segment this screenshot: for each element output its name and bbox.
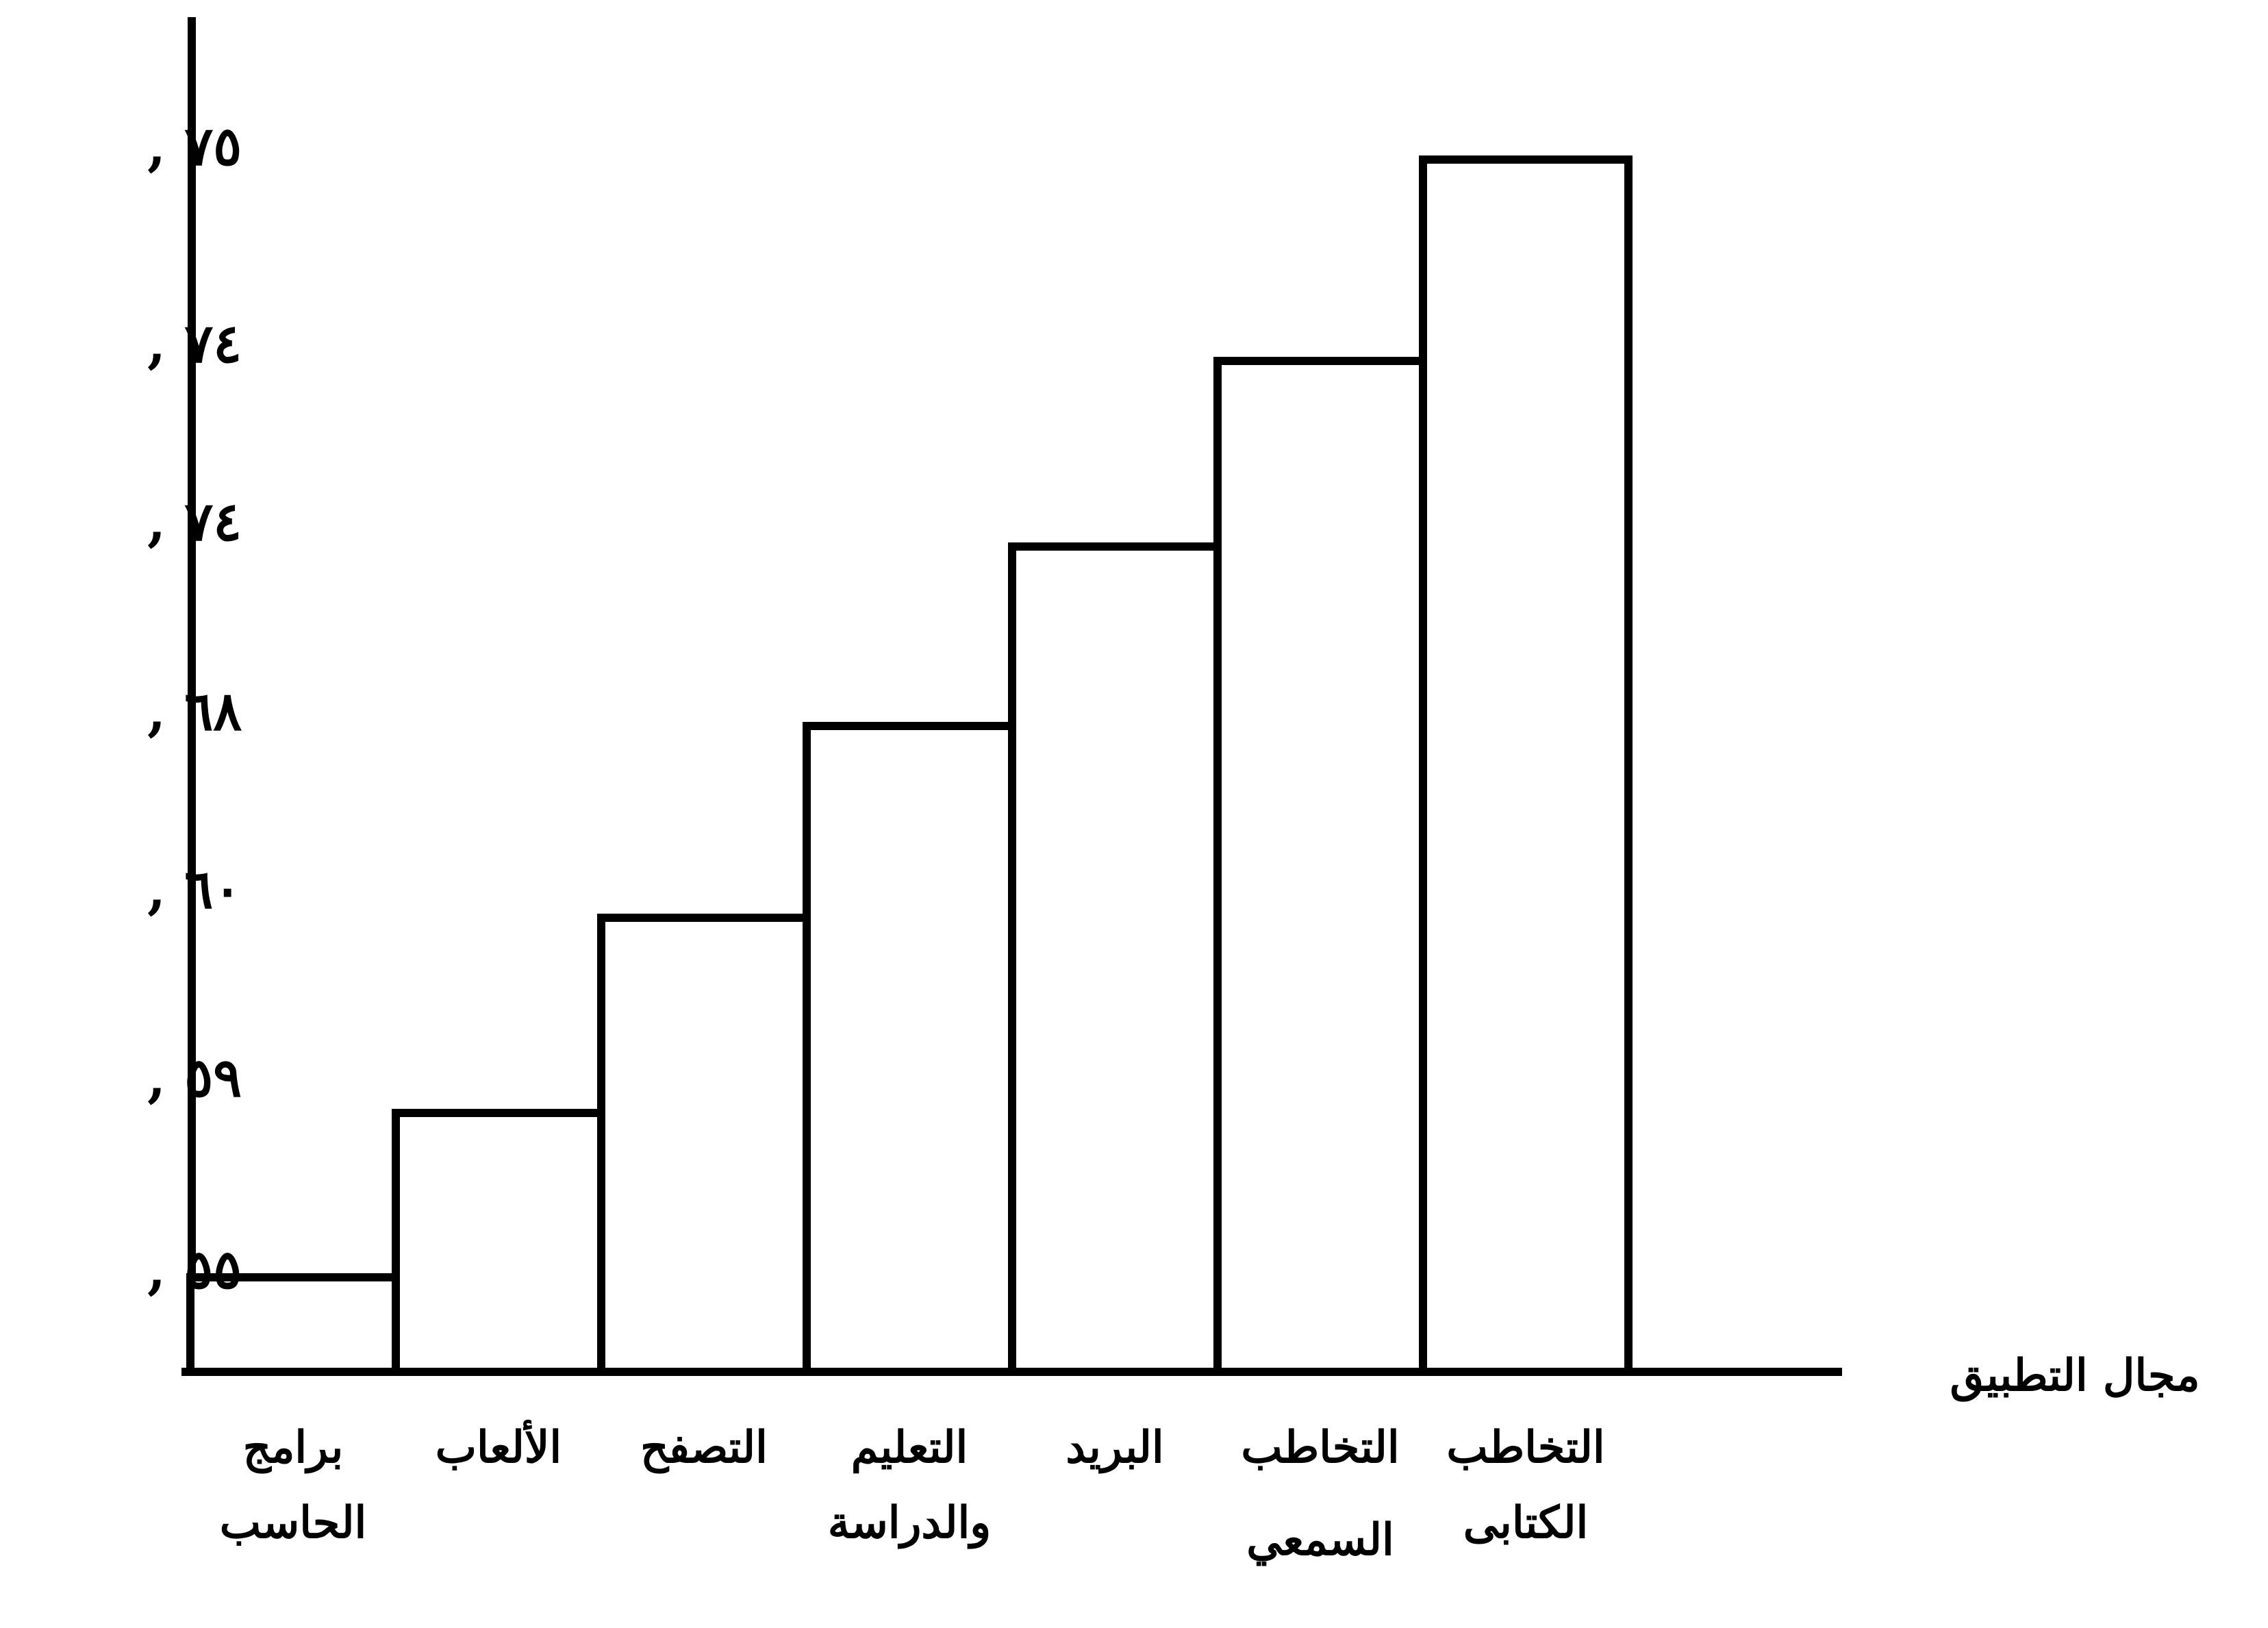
bar-6 [1213,357,1427,1376]
x-category-labels: برامج الحاسب الألعاب التصفح التعليم والدراسة ا… [220,1420,1605,1566]
bar-5 [1008,542,1222,1376]
x-category-label: التعليم [851,1422,968,1474]
y-tick-label: ٧٥ , [147,116,242,178]
bar-3 [597,914,811,1376]
x-category-label: برامج [243,1422,344,1474]
x-category-label: الحاسب [220,1497,367,1549]
y-tick-label: ٧٤ , [147,313,242,375]
x-category-label: التصفح [640,1422,768,1474]
y-tick-label: ٦٠ , [147,859,242,921]
x-category-label: البريد [1066,1422,1163,1474]
bar-4 [803,722,1016,1376]
y-tick-label: ٦٨ , [147,681,242,743]
y-tick-label: ٥٩ , [147,1047,242,1110]
y-tick-label: ٧٤ , [147,491,242,553]
x-category-label: التخاطب [1241,1422,1399,1473]
y-tick-labels: ٥٥ , ٥٩ , ٦٠ , ٦٨ , ٧٤ , ٧٤ , ٧٥ , [147,116,242,1301]
x-category-label: الكتابى [1463,1497,1589,1549]
bar-2 [392,1109,605,1376]
x-axis-label: مجال التطبيق [1950,1350,2200,1402]
x-category-label: الألعاب [436,1420,562,1473]
x-category-label: السمعي [1246,1514,1394,1566]
bar-7 [1419,155,1633,1376]
bars-group [186,155,1633,1376]
x-category-label: التخاطب [1446,1422,1604,1473]
y-tick-label: ٥٥ , [147,1239,242,1301]
x-category-label: والدراسة [828,1497,991,1549]
